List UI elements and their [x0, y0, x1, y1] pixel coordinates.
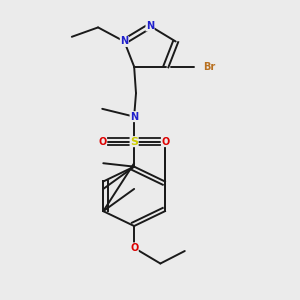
Text: N: N	[130, 112, 138, 122]
Text: Br: Br	[203, 61, 216, 72]
Text: S: S	[130, 136, 138, 147]
Text: O: O	[98, 136, 106, 147]
Text: N: N	[146, 21, 154, 31]
Text: O: O	[162, 136, 170, 147]
Text: N: N	[120, 37, 128, 46]
Text: O: O	[130, 243, 138, 253]
